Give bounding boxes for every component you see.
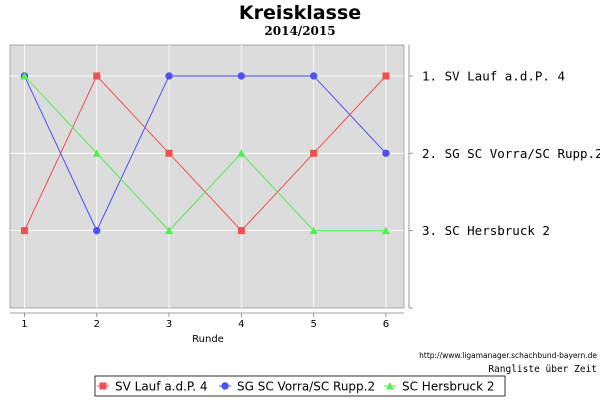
series-1-point [20,227,28,235]
series-2-point [237,72,246,80]
series-2-point [165,72,173,80]
series-1-point [165,149,173,157]
series-1-point [93,72,101,80]
chart-subtitle: 2014/2015 [264,24,335,38]
chart-caption: Rangliste über Zeit [488,364,597,375]
legend-marker [99,382,107,390]
legend-marker [221,382,229,390]
rank-axis-labels: 1. SV Lauf a.d.P. 4 2. SG SC Vorra/SC Rup… [409,68,600,309]
x-axis-ticks: 1 2 3 4 5 6 [21,313,389,330]
series-line-2 [24,75,387,232]
legend-marker [386,382,394,390]
series-3-point [381,226,390,235]
legend: SV Lauf a.d.P. 4 SG SC Vorra/SC Rupp.2 SC … [97,380,495,394]
series-line-3 [24,75,386,232]
series-3-point [165,226,174,235]
series-3-point [237,149,246,157]
series-1-point [310,149,318,157]
x-axis-title: Runde [192,334,224,345]
series-3-point [92,149,101,157]
rank-axis-label: 1. SV Lauf a.d.P. 4 [422,68,565,83]
series-3-point [20,71,29,80]
series-1-point [382,72,390,80]
series-2-point [309,72,318,80]
series-1-point [237,227,245,235]
legend-label: SC Hersbruck 2 [402,380,495,394]
series-2-point [93,226,101,235]
legend-label: SG SC Vorra/SC Rupp.2 [237,380,375,394]
x-tick-label: 3 [166,319,172,330]
rank-axis-label: 3. SC Hersbruck 2 [422,223,550,238]
rank-axis-label: 2. SG SC Vorra/SC Rupp.2 [422,146,600,161]
x-tick-label: 5 [310,319,316,330]
x-tick-label: 6 [383,319,389,330]
series-3-point [309,226,318,235]
x-tick-label: 1 [21,319,27,330]
series-lines [24,75,387,232]
source-url: http://www.ligamanager.schachbund-bayern… [419,351,597,360]
series-2-point [382,149,390,157]
legend-box [94,375,506,397]
plot-area [9,44,405,309]
chart-title: Kreisklasse [239,2,361,24]
x-tick-label: 4 [238,319,244,330]
series-markers [20,71,390,235]
x-tick-label: 2 [94,319,100,330]
legend-label: SV Lauf a.d.P. 4 [115,380,208,394]
